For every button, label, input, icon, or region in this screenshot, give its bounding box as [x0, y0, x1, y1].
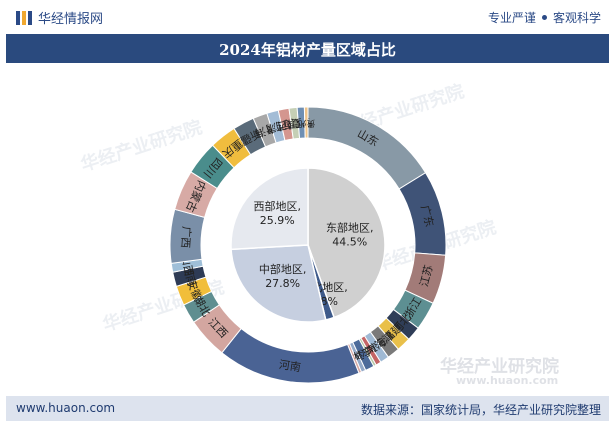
outer-label-19: 广西: [179, 226, 193, 249]
inner-label-3: 西部地区, 25.9%: [253, 199, 301, 227]
inner-label-0: 东部地区, 44.5%: [326, 221, 374, 249]
footer-website-link[interactable]: www.huaon.com: [16, 401, 116, 415]
logo[interactable]: 华经情报网: [16, 8, 103, 27]
inner-label-2: 中部地区, 27.8%: [259, 262, 307, 290]
donut-chart: 山东广东江苏浙江河北福建天津上海北京海南辽宁黑龙江吉林河南江西湖北安徽湖南山西广…: [169, 106, 447, 384]
inner-slice-0: [307, 167, 386, 319]
outer-label-13: 河南: [278, 358, 302, 374]
slogan-left: 专业严谨: [487, 11, 536, 25]
bullet-dot-icon: [541, 15, 547, 20]
outer-slice-29: [303, 106, 309, 139]
top-bar: 华经情报网 专业严谨 客观科学: [0, 0, 615, 34]
outer-label-29: 贵州: [297, 117, 315, 129]
footer-source: 数据来源：国家统计局，华经产业研究院整理: [360, 403, 601, 417]
inner-slice-2: [230, 244, 327, 323]
slogan-right: 客观科学: [552, 11, 601, 25]
outer-label-2: 江苏: [417, 264, 435, 289]
slogan: 专业严谨 客观科学: [488, 9, 601, 26]
outer-label-1: 广东: [418, 204, 436, 228]
footer: www.huaon.com 数据来源：国家统计局，华经产业研究院整理: [6, 396, 609, 421]
logo-icon: [16, 10, 32, 26]
chart-title: 2024年铝材产量区域占比: [219, 41, 396, 59]
outer-slice-13: [221, 327, 360, 384]
title-bar: 2024年铝材产量区域占比: [6, 34, 609, 63]
logo-text: 华经情报网: [38, 12, 104, 27]
inner-slice-3: [230, 167, 309, 251]
